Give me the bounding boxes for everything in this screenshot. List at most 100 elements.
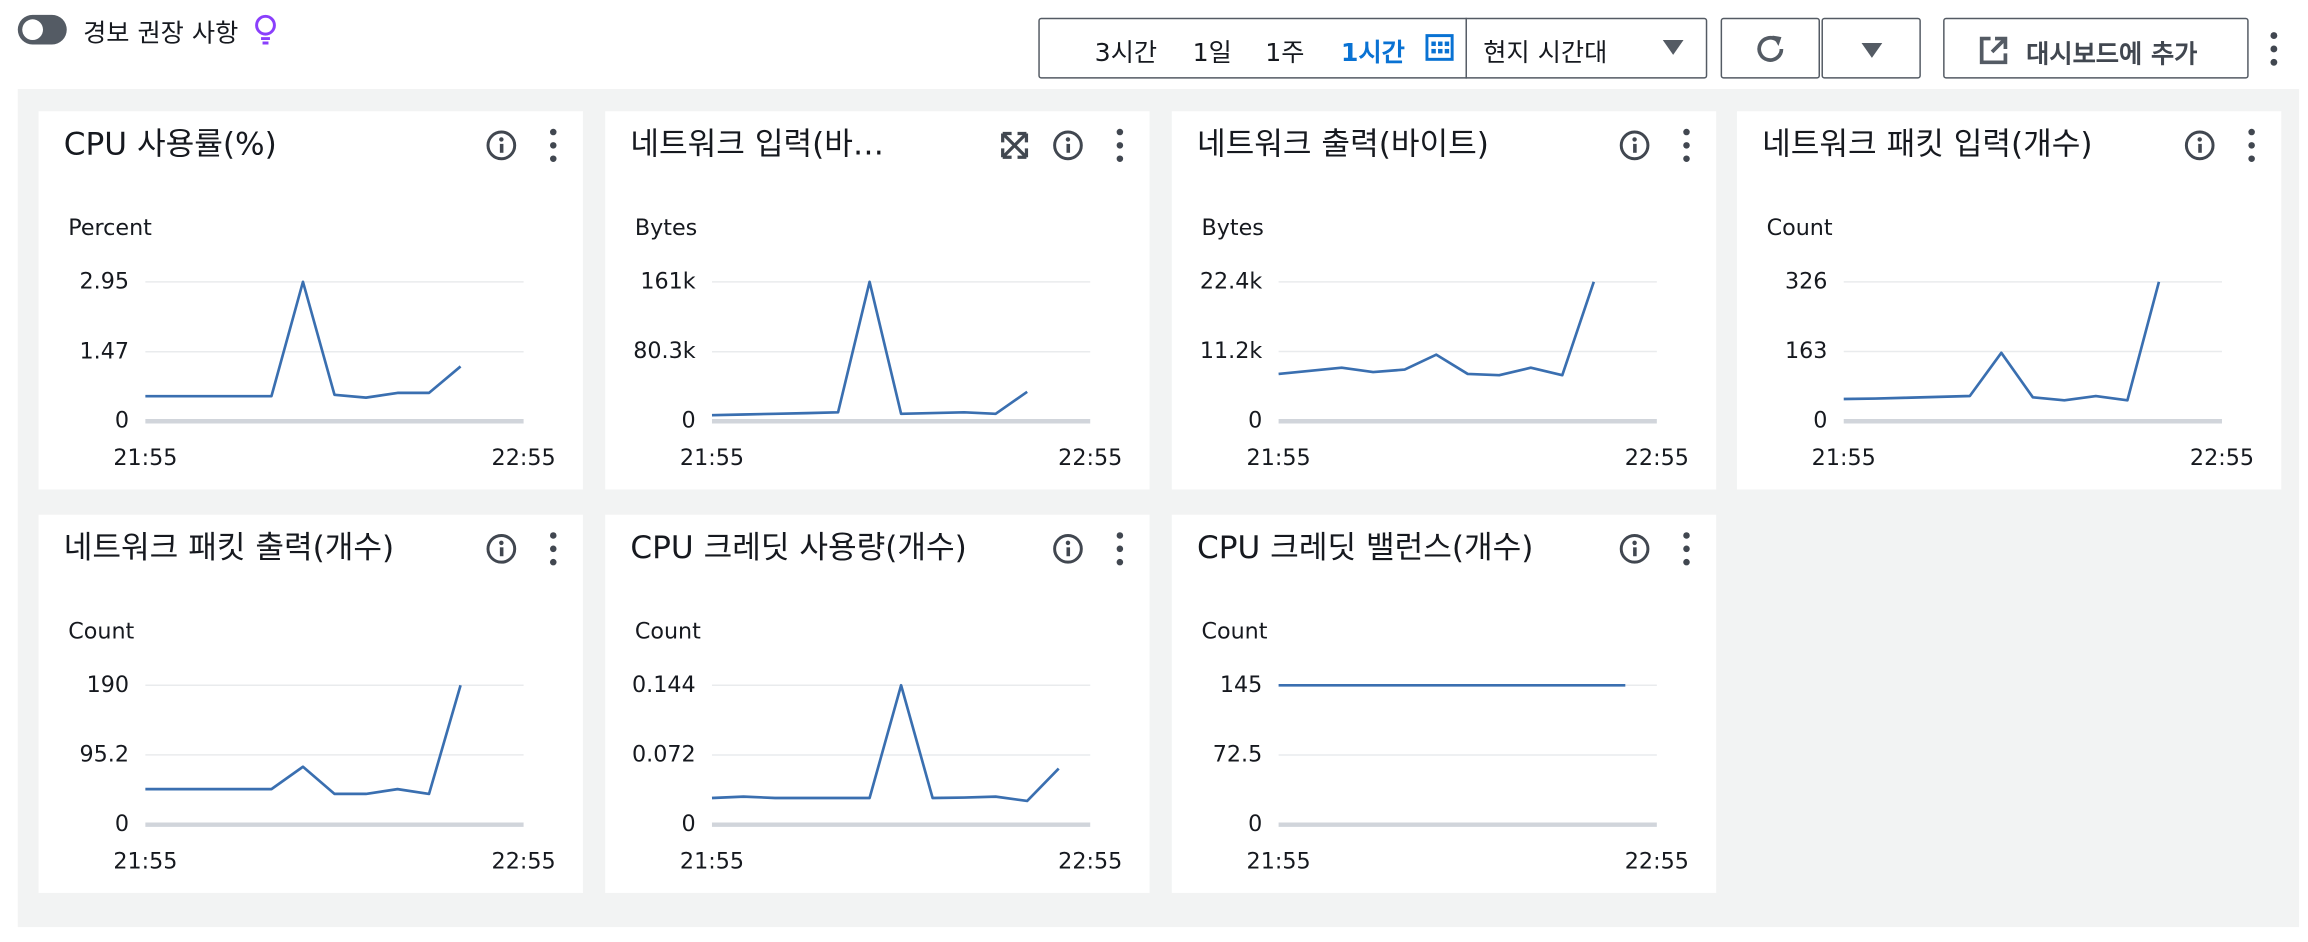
dot (1683, 532, 1690, 539)
dot (1116, 545, 1124, 553)
y-tick-label: 163 (1785, 338, 1827, 364)
x-tick-label: 21:55 (1247, 848, 1311, 874)
widget-title: CPU 사용률(%) (64, 126, 277, 162)
dot (1683, 558, 1690, 566)
info-icon[interactable] (1053, 130, 1083, 161)
info-icon[interactable] (1053, 533, 1083, 564)
y-tick-label: 0.072 (632, 741, 696, 767)
x-tick-label: 22:55 (1625, 445, 1689, 471)
dot (550, 545, 557, 553)
x-tick-label: 22:55 (1625, 848, 1689, 874)
info-bar (499, 143, 504, 153)
y-tick-label: 95.2 (80, 741, 130, 767)
more-icon[interactable] (2266, 30, 2281, 72)
widget-title: CPU 크레딧 밸런스(개수) (1197, 530, 1533, 566)
widget-more-icon[interactable] (1683, 532, 1690, 566)
dot (1116, 128, 1124, 136)
dot (550, 142, 557, 149)
y-tick-label: 161k (640, 268, 695, 294)
add-to-dashboard-button[interactable]: 대시보드에 추가 (1943, 17, 2249, 79)
info-bar (499, 547, 504, 557)
toggle[interactable] (17, 14, 67, 45)
widget: 네트워크 입력(바… Bytes 0 80.3k 161k 21:55 22:55 (605, 111, 1150, 490)
info-dot (1632, 137, 1637, 142)
y-tick-label: 2.95 (80, 268, 130, 294)
widget-more-icon[interactable] (1116, 532, 1124, 566)
data-line (711, 280, 1028, 417)
range-option[interactable]: 1주 (1265, 38, 1305, 69)
refresh-icon (1757, 35, 1784, 62)
widget-more-icon[interactable] (550, 128, 557, 162)
info-circle (486, 130, 517, 161)
info-dot (1065, 137, 1071, 142)
lightbulb-icon (255, 14, 276, 45)
data-line (1843, 281, 2161, 402)
caret-icon (1861, 43, 1883, 58)
y-tick-label: 0.144 (632, 672, 696, 698)
y-tick-label: 0 (682, 811, 696, 837)
caret-icon (1662, 40, 1684, 55)
chart: CPU 사용률(%) Percent 0 1.47 2.95 21:55 22:55 (64, 126, 557, 471)
dot (1116, 532, 1124, 539)
widget: 네트워크 출력(바이트) Bytes 0 11.2k 22.4k 21:55 22:55 (1171, 111, 1717, 490)
y-tick-label: 22.4k (1200, 268, 1263, 294)
widget-title: 네트워크 입력(바… (630, 126, 884, 162)
dot (1683, 128, 1690, 136)
info-circle (486, 533, 517, 564)
widget-title: CPU 크레딧 사용량(개수) (630, 530, 966, 566)
x-tick-label: 22:55 (1058, 848, 1122, 874)
chart: 네트워크 패킷 출력(개수) Count 0 95.2 190 21:55 22:55 (64, 530, 557, 874)
widget-more-icon[interactable] (550, 532, 557, 566)
dot (550, 558, 557, 566)
info-dot (1065, 540, 1071, 546)
y-tick-label: 190 (87, 672, 129, 698)
range-option[interactable]: 3시간 (1094, 38, 1158, 69)
widget-more-icon[interactable] (1116, 128, 1124, 162)
x-tick-label: 21:55 (113, 445, 177, 471)
y-tick-label: 0 (1248, 408, 1262, 434)
y-tick-label: 326 (1785, 268, 1827, 294)
y-tick-label: 72.5 (1213, 741, 1263, 767)
x-tick-label: 22:55 (492, 445, 556, 471)
chart: 네트워크 입력(바… Bytes 0 80.3k 161k 21:55 22:55 (630, 126, 1124, 471)
widget-more-icon[interactable] (1683, 128, 1690, 162)
y-tick-label: 145 (1220, 672, 1262, 698)
y-axis-label: Count (68, 618, 134, 644)
y-axis-label: Bytes (1201, 215, 1263, 241)
refresh-options-button[interactable] (1821, 17, 1921, 79)
dot (1116, 155, 1124, 162)
y-tick-label: 80.3k (633, 338, 696, 364)
widget: 네트워크 패킷 입력(개수) Count 0 163 326 21:55 22:55 (1736, 111, 2282, 490)
dot (1683, 545, 1690, 553)
x-tick-label: 21:55 (680, 445, 744, 471)
dot (2248, 128, 2255, 136)
info-icon[interactable] (486, 130, 517, 161)
data-line (711, 683, 1060, 803)
dot (1116, 142, 1124, 149)
y-axis-label: Bytes (635, 215, 697, 241)
info-circle (1619, 533, 1650, 564)
time-range-group (1038, 17, 1708, 79)
info-circle (1053, 533, 1083, 564)
dot (550, 532, 557, 539)
y-tick-label: 0 (1248, 811, 1262, 837)
refresh-button[interactable] (1720, 17, 1820, 79)
range-option[interactable]: 1일 (1192, 38, 1232, 69)
dot (2248, 142, 2255, 149)
info-icon[interactable] (1619, 130, 1650, 161)
widget-more-icon[interactable] (2248, 128, 2255, 162)
info-dot (499, 540, 504, 546)
x-tick-label: 22:55 (1058, 445, 1122, 471)
info-icon[interactable] (2184, 130, 2215, 161)
chart: CPU 크레딧 밸런스(개수) Count 0 72.5 145 21:55 22:55 (1197, 530, 1690, 874)
timezone-select[interactable]: 현지 시간대 (1483, 38, 1608, 69)
info-icon[interactable] (486, 533, 517, 564)
x-tick-label: 22:55 (2190, 445, 2254, 471)
calendar-icon[interactable] (1425, 33, 1455, 63)
range-option-active[interactable]: 1시간 (1340, 38, 1405, 69)
expand-icon[interactable] (1001, 131, 1029, 159)
x-tick-label: 21:55 (1812, 445, 1876, 471)
info-icon[interactable] (1619, 533, 1650, 564)
